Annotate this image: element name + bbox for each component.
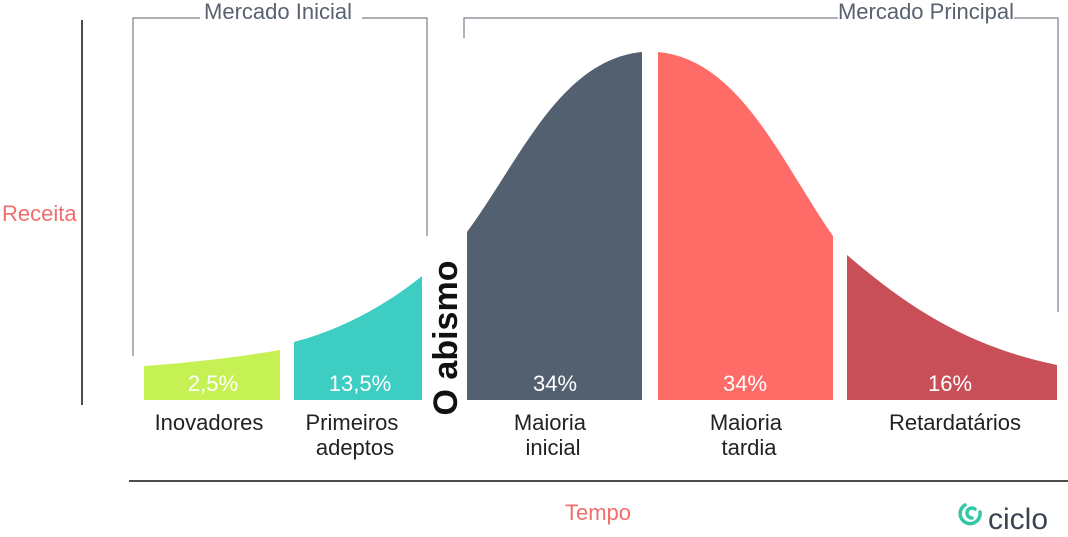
value-label-maioria-inicial: 34%: [533, 371, 577, 396]
ciclo-logo-icon: [958, 503, 982, 526]
value-label-inovadores: 2,5%: [188, 371, 238, 396]
value-label-maioria-tardia: 34%: [723, 371, 767, 396]
segment-retardatarios: [847, 255, 1057, 400]
category-label-maioria-inicial-line-2: inicial: [525, 435, 580, 460]
category-label-primeiros-adeptos: Primeiros adeptos: [305, 410, 404, 460]
ciclo-logo-text: ciclo: [988, 503, 1048, 536]
category-label-primeiros-adeptos-line-2: adeptos: [316, 435, 394, 460]
ciclo-logo: ciclo: [958, 503, 1048, 536]
chasm-label: O abismo: [427, 261, 465, 416]
y-axis-title: Receita: [2, 201, 77, 226]
category-label-maioria-tardia: Maioria tardia: [710, 410, 788, 460]
category-label-inovadores: Inovadores: [155, 410, 264, 435]
segment-inovadores: [144, 350, 280, 400]
category-label-retardatarios: Retardatários: [889, 410, 1021, 435]
value-label-primeiros-adeptos: 13,5%: [329, 371, 391, 396]
segment-primeiros-adeptos: [294, 276, 422, 400]
mainstream-market-label: Mercado Principal: [838, 0, 1014, 24]
category-label-maioria-tardia-line-1: Maioria: [710, 410, 783, 435]
segment-maioria-tardia: [658, 52, 833, 400]
category-label-primeiros-adeptos-line-1: Primeiros: [305, 410, 398, 435]
x-axis-title: Tempo: [565, 500, 631, 525]
category-label-maioria-inicial: Maioria inicial: [514, 410, 592, 460]
mainstream-market-bracket: [463, 17, 1059, 312]
category-label-maioria-tardia-line-2: tardia: [721, 435, 777, 460]
early-market-bracket: [132, 17, 428, 356]
segment-maioria-inicial: [467, 52, 642, 400]
value-label-retardatarios: 16%: [928, 371, 972, 396]
early-market-label: Mercado Inicial: [204, 0, 352, 24]
category-label-maioria-inicial-line-1: Maioria: [514, 410, 587, 435]
